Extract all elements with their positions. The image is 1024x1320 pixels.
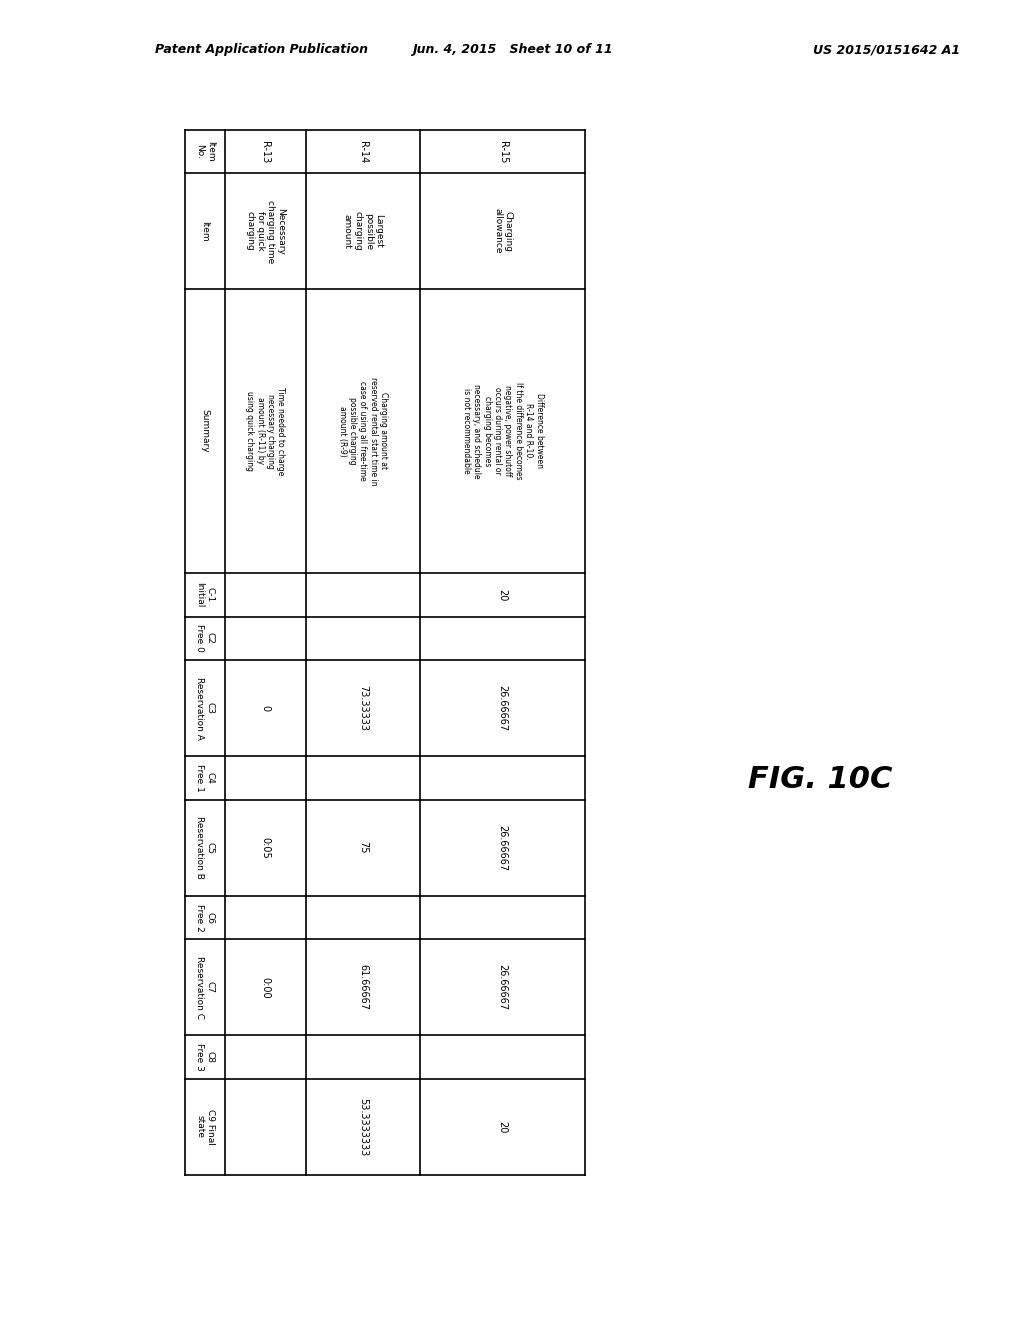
Text: C4
Free 1: C4 Free 1 xyxy=(196,764,215,792)
Text: R-13: R-13 xyxy=(260,141,270,162)
Text: FIG. 10C: FIG. 10C xyxy=(748,766,892,795)
Text: Charging
allowance: Charging allowance xyxy=(493,209,512,253)
Text: C6
Free 2: C6 Free 2 xyxy=(196,904,215,932)
Text: 0: 0 xyxy=(260,705,270,711)
Text: R-15: R-15 xyxy=(498,140,508,162)
Text: Largest
possible
charging
amount: Largest possible charging amount xyxy=(343,211,383,251)
Text: 0:05: 0:05 xyxy=(260,837,270,858)
Text: 61.66667: 61.66667 xyxy=(358,965,368,1010)
Text: C8
Free 3: C8 Free 3 xyxy=(196,1043,215,1071)
Text: C-1
Initial: C-1 Initial xyxy=(196,582,215,607)
Text: 26.66667: 26.66667 xyxy=(498,964,508,1010)
Text: Difference between
R-14 and R-10.
If the difference becomes
negative, power shut: Difference between R-14 and R-10. If the… xyxy=(462,383,544,479)
Text: C5
Reservation B: C5 Reservation B xyxy=(196,816,215,879)
Text: 26.66667: 26.66667 xyxy=(498,825,508,871)
Text: C9 Final
state: C9 Final state xyxy=(196,1109,215,1144)
Text: Necessary
charging time
for quick
charging: Necessary charging time for quick chargi… xyxy=(246,199,286,263)
Text: 26.66667: 26.66667 xyxy=(498,685,508,731)
Text: Jun. 4, 2015   Sheet 10 of 11: Jun. 4, 2015 Sheet 10 of 11 xyxy=(412,44,612,57)
Text: C3
Reservation A: C3 Reservation A xyxy=(196,677,215,739)
Text: C7
Reservation C: C7 Reservation C xyxy=(196,956,215,1019)
Text: R-14: R-14 xyxy=(358,141,368,162)
Text: 20: 20 xyxy=(498,1121,508,1133)
Text: Item
No.: Item No. xyxy=(196,141,215,162)
Text: C2
Free 0: C2 Free 0 xyxy=(196,624,215,652)
Text: Charging amount at
reserved rental start time in
case of using all free-time
pos: Charging amount at reserved rental start… xyxy=(338,376,388,486)
Text: 20: 20 xyxy=(498,589,508,601)
Text: US 2015/0151642 A1: US 2015/0151642 A1 xyxy=(813,44,961,57)
Text: Item: Item xyxy=(201,220,210,242)
Text: 53.3333333: 53.3333333 xyxy=(358,1098,368,1156)
Text: 73.33333: 73.33333 xyxy=(358,685,368,731)
Text: Patent Application Publication: Patent Application Publication xyxy=(155,44,368,57)
Text: Summary: Summary xyxy=(201,409,210,453)
Text: Time needed to charge
necessary charging
amount (R-11) by
using quick charging: Time needed to charge necessary charging… xyxy=(246,387,286,475)
Text: 0:00: 0:00 xyxy=(260,977,270,998)
Text: 75: 75 xyxy=(358,841,368,854)
